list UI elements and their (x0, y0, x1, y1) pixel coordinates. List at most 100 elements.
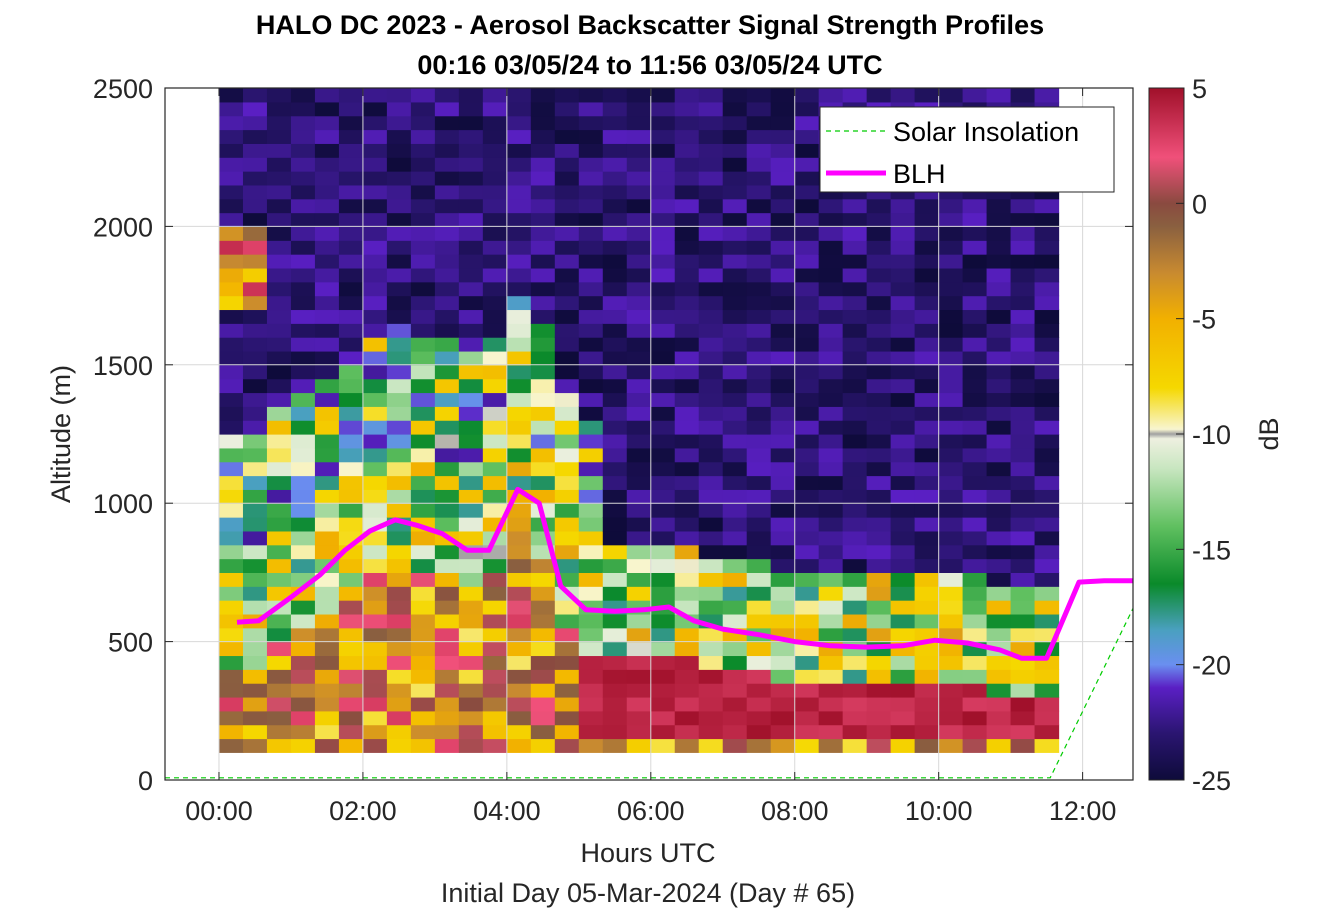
heatmap-cell (1010, 240, 1036, 255)
heatmap-cell (986, 378, 1012, 394)
heatmap-cell (890, 724, 916, 740)
heatmap-cell (818, 475, 844, 490)
heatmap-cell (554, 669, 580, 684)
heatmap-cell (914, 558, 940, 573)
heatmap-cell (410, 710, 436, 726)
heatmap-cell (698, 641, 724, 657)
heatmap-cell (698, 572, 724, 587)
heatmap-cell (458, 461, 484, 477)
heatmap-cell (650, 406, 676, 421)
heatmap-cell (794, 517, 820, 532)
heatmap-cell (914, 240, 940, 255)
heatmap-cell (458, 420, 484, 435)
heatmap-cell (362, 461, 388, 477)
heatmap-cell (914, 613, 940, 629)
heatmap-cell (602, 461, 628, 477)
heatmap-cell (962, 267, 988, 283)
heatmap-cell (578, 613, 604, 629)
heatmap-cell (338, 143, 364, 158)
heatmap-cell (986, 724, 1012, 740)
heatmap-cell (986, 544, 1012, 560)
heatmap-cell (218, 378, 244, 394)
heatmap-cell (794, 572, 820, 587)
heatmap-cell (482, 212, 508, 227)
heatmap-cell (722, 420, 748, 435)
heatmap-cell (746, 364, 772, 380)
heatmap-cell (338, 517, 364, 532)
heatmap-cell (410, 101, 436, 117)
heatmap-cell (914, 267, 940, 283)
heatmap-cell (386, 475, 412, 490)
heatmap-cell (986, 613, 1012, 629)
heatmap-cell (458, 350, 484, 366)
heatmap-cell (746, 420, 772, 435)
heatmap-cell (578, 461, 604, 477)
heatmap-cell (410, 641, 436, 657)
heatmap-cell (770, 198, 796, 214)
heatmap-cell (266, 558, 292, 573)
heatmap-cell (482, 406, 508, 421)
heatmap-cell (482, 710, 508, 726)
heatmap-cell (434, 669, 460, 684)
heatmap-cell (698, 240, 724, 255)
heatmap-cell (650, 586, 676, 601)
heatmap-cell (482, 572, 508, 587)
heatmap-cell (410, 420, 436, 435)
heatmap-cell (674, 669, 700, 684)
heatmap-cell (770, 378, 796, 394)
heatmap-cell (602, 101, 628, 117)
heatmap-cell (794, 171, 820, 186)
heatmap-cell (290, 517, 316, 532)
heatmap-cell (698, 434, 724, 449)
x-tick-label: 08:00 (761, 796, 829, 826)
heatmap-cell (914, 281, 940, 297)
heatmap-cell (410, 281, 436, 297)
heatmap-cell (1034, 337, 1060, 352)
heatmap-cell (410, 309, 436, 324)
heatmap-cell (362, 434, 388, 449)
heatmap-cell (602, 240, 628, 255)
heatmap-cell (746, 503, 772, 518)
heatmap-cell (1010, 572, 1036, 587)
heatmap-cell (482, 350, 508, 366)
heatmap-cell (722, 461, 748, 477)
heatmap-cell (362, 696, 388, 712)
heatmap-cell (266, 572, 292, 587)
heatmap-cell (338, 627, 364, 643)
heatmap-cell (578, 364, 604, 380)
heatmap-cell (410, 558, 436, 573)
heatmap-cell (962, 683, 988, 698)
heatmap-cell (242, 88, 268, 103)
heatmap-cell (314, 710, 340, 726)
heatmap-cell (794, 337, 820, 352)
heatmap-cell (986, 198, 1012, 214)
heatmap-cell (746, 295, 772, 311)
heatmap-cell (338, 434, 364, 449)
y-tick-label: 2000 (93, 212, 153, 242)
heatmap-cell (722, 88, 748, 103)
heatmap-cell (506, 600, 532, 615)
heatmap-cell (1034, 475, 1060, 490)
heatmap-cell (722, 337, 748, 352)
blh-line (236, 486, 1133, 661)
heatmap-cell (434, 420, 460, 435)
heatmap-cell (362, 157, 388, 172)
heatmap-cell (962, 613, 988, 629)
heatmap-cell (746, 226, 772, 241)
heatmap-cell (866, 669, 892, 684)
heatmap-cell (410, 240, 436, 255)
heatmap-cell (530, 295, 556, 311)
heatmap-cell (554, 558, 580, 573)
heatmap-cell (218, 364, 244, 380)
heatmap-cell (218, 655, 244, 670)
heatmap-cell (914, 600, 940, 615)
heatmap-cell (818, 530, 844, 546)
heatmap-cell (506, 461, 532, 477)
heatmap-cell (602, 88, 628, 103)
heatmap-cell (794, 212, 820, 227)
heatmap-cell (338, 350, 364, 366)
heatmap-cell (458, 323, 484, 338)
heatmap-cell (914, 517, 940, 532)
heatmap-cell (650, 696, 676, 712)
heatmap-cell (746, 129, 772, 144)
